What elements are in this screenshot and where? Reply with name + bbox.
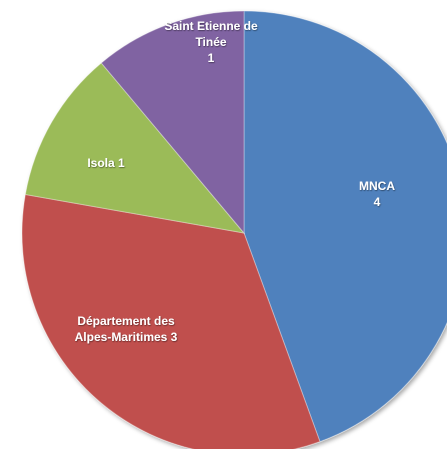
pie-label-line: Département des bbox=[77, 314, 175, 328]
pie-label-line: MNCA bbox=[359, 179, 395, 193]
pie-label-line: 4 bbox=[374, 195, 381, 209]
pie-labels: MNCA 4 Département des Alpes-Maritimes 3 Iso… bbox=[75, 19, 396, 344]
pie-label-1: Département des Alpes-Maritimes 3 bbox=[75, 314, 178, 344]
pie-slice-1 bbox=[21, 193, 321, 449]
pie-label-line: Alpes-Maritimes 3 bbox=[75, 330, 178, 344]
pie-label-line: 1 bbox=[208, 51, 215, 65]
pie-label-0: MNCA 4 bbox=[359, 179, 395, 209]
pie-label-line: Isola 1 bbox=[87, 156, 125, 170]
pie-label-3: Saint Etienne de Tinée 1 bbox=[164, 19, 258, 65]
pie-slice-3 bbox=[100, 10, 245, 235]
pie-slice-2 bbox=[24, 62, 246, 234]
pie-slices bbox=[21, 10, 447, 449]
pie-label-2: Isola 1 bbox=[87, 156, 125, 170]
pie-label-line: Tinée bbox=[195, 35, 226, 49]
pie-slice-0 bbox=[243, 10, 447, 443]
pie-label-line: Saint Etienne de bbox=[164, 19, 258, 33]
